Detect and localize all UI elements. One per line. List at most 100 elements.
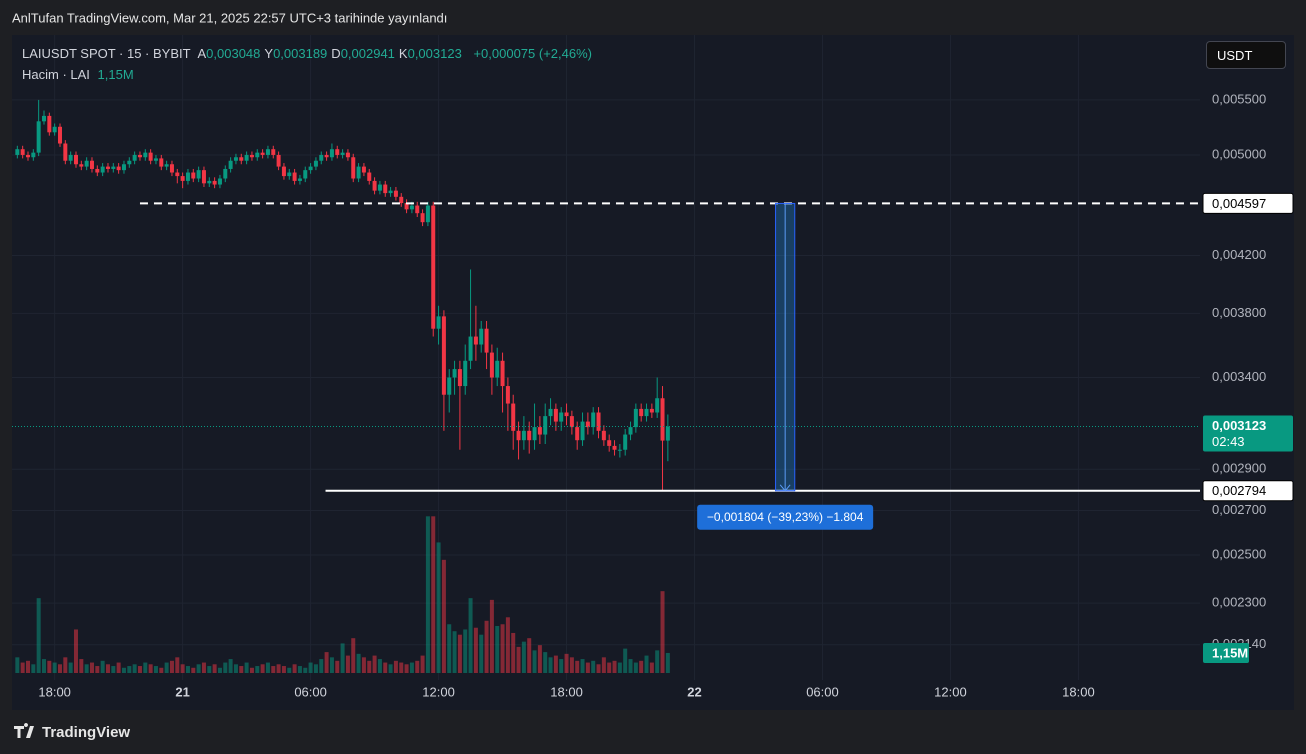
candle-body	[399, 196, 404, 204]
measure-arrow-head	[779, 484, 791, 492]
candle-body	[420, 213, 425, 223]
volume-bar	[548, 657, 553, 673]
candle-body	[116, 166, 121, 171]
volume-bar	[297, 666, 302, 673]
candle-body	[153, 158, 158, 161]
volume-bar	[511, 632, 516, 673]
candle-body	[468, 336, 473, 361]
volume-bar	[303, 667, 308, 673]
candle-body	[367, 172, 372, 181]
price-line-box	[1202, 480, 1294, 502]
volume-bar	[537, 645, 542, 673]
volume-bar	[207, 666, 212, 673]
volume-bar	[105, 664, 110, 673]
volume-bar	[639, 660, 644, 673]
candle-body	[393, 190, 398, 197]
candle-body	[271, 149, 276, 155]
candle-body	[265, 149, 270, 155]
candle-body	[335, 149, 340, 155]
candle-body	[207, 180, 212, 184]
candle-body	[463, 360, 468, 387]
candle-body	[308, 166, 313, 171]
candle-body	[633, 408, 638, 428]
ohlc-key: D	[331, 46, 341, 61]
volume-bar	[329, 657, 334, 673]
chart-title: AnlTufan TradingView.com, Mar 21, 2025 2…	[12, 10, 447, 25]
x-tick-label: 18:00	[38, 684, 71, 699]
candle-body	[303, 170, 308, 179]
volume-bar	[484, 620, 489, 673]
candle-body	[457, 369, 462, 387]
volume-bar	[383, 662, 388, 673]
volume-bar	[249, 667, 254, 673]
currency-button[interactable]: USDT	[1206, 41, 1286, 69]
volume-bar	[196, 664, 201, 673]
volume-bar	[271, 666, 276, 673]
volume-bar	[388, 664, 393, 673]
y-tick-label: 0,002500	[1212, 546, 1266, 561]
volume-bar	[415, 660, 420, 673]
volume-bar	[52, 662, 57, 673]
volume-bar	[79, 659, 84, 673]
candle-body	[580, 421, 585, 441]
y-tick-label: 0,003800	[1212, 305, 1266, 320]
volume-bar	[100, 660, 105, 673]
candle-body	[89, 160, 94, 169]
volume-bar	[265, 662, 270, 673]
volume-bar	[431, 516, 436, 673]
symbol: LAIUSDT SPOT · 15 · BYBIT	[22, 46, 191, 61]
volume-bar	[479, 634, 484, 673]
volume-bar	[425, 516, 430, 673]
volume-bar	[644, 655, 649, 673]
candle-body	[473, 336, 478, 345]
volume-bar	[276, 664, 281, 673]
volume-bar	[73, 629, 78, 673]
volume-bar	[164, 662, 169, 673]
ohlc-value: 0,002941	[340, 46, 395, 61]
volume-bar	[356, 653, 361, 673]
candle-body	[548, 408, 553, 417]
volume-bar	[153, 666, 158, 673]
volume-bar	[532, 650, 537, 673]
price-line-label: 0,004597	[1212, 196, 1266, 211]
candle-body	[73, 154, 78, 165]
candle-body	[276, 154, 281, 167]
candle-body	[511, 403, 516, 431]
candle-body	[25, 154, 30, 158]
candle-body	[287, 172, 292, 177]
volume-bar	[660, 591, 665, 673]
volume-bar	[409, 662, 414, 673]
volume-bar	[569, 657, 574, 673]
volume-bar	[20, 662, 25, 673]
volume-legend: Hacim · LAI	[22, 67, 90, 82]
candle-body	[196, 170, 201, 179]
candle-body	[201, 170, 206, 184]
candle-body	[607, 440, 612, 446]
countdown-label: 02:43	[1212, 434, 1245, 449]
volume-bar	[127, 666, 132, 673]
candle-body	[223, 168, 228, 179]
candle-body	[137, 154, 142, 158]
volume-bar	[63, 657, 68, 673]
y-tick-label: 0,002700	[1212, 502, 1266, 517]
candle-body	[601, 430, 606, 441]
volume-bar	[463, 629, 468, 673]
candle-body	[527, 430, 532, 441]
candle-body	[569, 416, 574, 428]
volume-bar	[505, 617, 510, 673]
volume-bar	[143, 662, 148, 673]
candle-body	[329, 149, 334, 158]
candle-body	[660, 398, 665, 441]
candle-body	[159, 158, 164, 167]
volume-bar	[25, 660, 30, 673]
volume-bar	[292, 664, 297, 673]
volume-bar	[223, 662, 228, 673]
candle-body	[233, 157, 238, 161]
ohlc-value: 0,003048	[206, 46, 261, 61]
volume-bar	[393, 660, 398, 673]
volume-bar	[649, 662, 654, 673]
volume-bar	[287, 667, 292, 673]
y-tick-label: 0,004200	[1212, 247, 1266, 262]
volume-bar	[633, 662, 638, 673]
